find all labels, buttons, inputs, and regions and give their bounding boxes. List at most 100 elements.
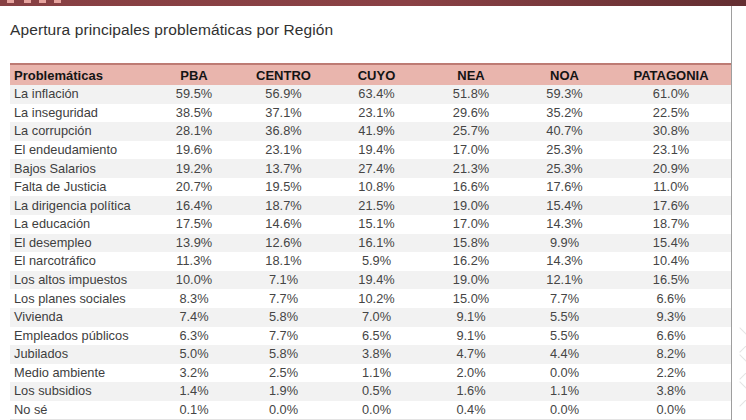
row-label: La inflación xyxy=(10,85,150,104)
column-header-pba: PBA xyxy=(150,64,238,85)
cell-value: 7.7% xyxy=(238,327,329,346)
cell-value: 41.9% xyxy=(329,122,424,141)
table-body: La inflación59.5%56.9%63.4%51.8%59.3%61.… xyxy=(10,85,731,420)
cell-value: 19.0% xyxy=(424,196,518,215)
cell-value: 16.1% xyxy=(329,234,424,253)
cell-value: 1.6% xyxy=(424,382,518,401)
row-label: La corrupción xyxy=(10,122,150,141)
top-bar-mark xyxy=(54,0,61,3)
cell-value: 6.5% xyxy=(329,327,424,346)
cell-value: 20.9% xyxy=(611,159,731,178)
cell-value: 0.1% xyxy=(150,401,238,420)
table-row: Medio ambiente3.2%2.5%1.1%2.0%0.0%2.2% xyxy=(10,364,731,383)
cell-value: 16.4% xyxy=(150,196,238,215)
cell-value: 7.0% xyxy=(329,308,424,327)
cell-value: 8.3% xyxy=(150,289,238,308)
cell-value: 25.3% xyxy=(518,141,611,160)
cell-value: 23.1% xyxy=(611,141,731,160)
cell-value: 56.9% xyxy=(238,85,329,104)
cell-value: 23.1% xyxy=(238,141,329,160)
row-label: Bajos Salarios xyxy=(10,159,150,178)
cell-value: 0.0% xyxy=(329,401,424,420)
cell-value: 17.0% xyxy=(424,141,518,160)
row-label: Vivienda xyxy=(10,308,150,327)
cell-value: 3.8% xyxy=(329,345,424,364)
column-header-noa: NOA xyxy=(518,64,611,85)
cell-value: 59.5% xyxy=(150,85,238,104)
cell-value: 3.2% xyxy=(150,364,238,383)
table-row: Bajos Salarios19.2%13.7%27.4%21.3%25.3%2… xyxy=(10,159,731,178)
cell-value: 23.1% xyxy=(329,104,424,123)
table-row: Los subsidios1.4%1.9%0.5%1.6%1.1%3.8% xyxy=(10,382,731,401)
cell-value: 4.4% xyxy=(518,345,611,364)
row-label: El narcotráfico xyxy=(10,252,150,271)
row-label: No sé xyxy=(10,401,150,420)
page-title: Apertura principales problemáticas por R… xyxy=(10,21,333,39)
cell-value: 2.5% xyxy=(238,364,329,383)
table-row: Los altos impuestos10.0%7.1%19.4%19.0%12… xyxy=(10,271,731,290)
cell-value: 25.7% xyxy=(424,122,518,141)
cell-value: 15.4% xyxy=(518,196,611,215)
table-row: La inseguridad38.5%37.1%23.1%29.6%35.2%2… xyxy=(10,104,731,123)
row-label: Los subsidios xyxy=(10,382,150,401)
cell-value: 1.9% xyxy=(238,382,329,401)
cell-value: 14.3% xyxy=(518,215,611,234)
cell-value: 19.4% xyxy=(329,271,424,290)
slide-content-area: Apertura principales problemáticas por R… xyxy=(0,6,732,420)
cell-value: 16.5% xyxy=(611,271,731,290)
cell-value: 21.5% xyxy=(329,196,424,215)
cell-value: 51.8% xyxy=(424,85,518,104)
cell-value: 9.1% xyxy=(424,327,518,346)
cell-value: 38.5% xyxy=(150,104,238,123)
cell-value: 0.4% xyxy=(424,401,518,420)
cell-value: 8.2% xyxy=(611,345,731,364)
cell-value: 9.9% xyxy=(518,234,611,253)
cell-value: 0.5% xyxy=(329,382,424,401)
cell-value: 15.4% xyxy=(611,234,731,253)
row-label: Jubilados xyxy=(10,345,150,364)
table-row: La corrupción28.1%36.8%41.9%25.7%40.7%30… xyxy=(10,122,731,141)
top-bar-mark xyxy=(24,0,31,3)
cell-value: 40.7% xyxy=(518,122,611,141)
cell-value: 63.4% xyxy=(329,85,424,104)
cell-value: 22.5% xyxy=(611,104,731,123)
cell-value: 0.0% xyxy=(518,401,611,420)
table-row: La dirigencia política16.4%18.7%21.5%19.… xyxy=(10,196,731,215)
table-row: Los planes sociales8.3%7.7%10.2%15.0%7.7… xyxy=(10,289,731,308)
column-header-centro: CENTRO xyxy=(238,64,329,85)
cell-value: 5.9% xyxy=(329,252,424,271)
cell-value: 15.1% xyxy=(329,215,424,234)
row-label: El desempleo xyxy=(10,234,150,253)
row-label: El endeudamiento xyxy=(10,141,150,160)
cell-value: 10.0% xyxy=(150,271,238,290)
cell-value: 11.0% xyxy=(611,178,731,197)
table-header-row: ProblemáticasPBACENTROCUYONEANOAPATAGONI… xyxy=(10,64,731,85)
cell-value: 61.0% xyxy=(611,85,731,104)
cell-value: 7.7% xyxy=(238,289,329,308)
table-row: Falta de Justicia20.7%19.5%10.8%16.6%17.… xyxy=(10,178,731,197)
cell-value: 19.0% xyxy=(424,271,518,290)
table-row: El endeudamiento19.6%23.1%19.4%17.0%25.3… xyxy=(10,141,731,160)
cell-value: 11.3% xyxy=(150,252,238,271)
cell-value: 14.6% xyxy=(238,215,329,234)
row-label: La dirigencia política xyxy=(10,196,150,215)
cell-value: 4.7% xyxy=(424,345,518,364)
row-label: Los planes sociales xyxy=(10,289,150,308)
problems-by-region-table: ProblemáticasPBACENTROCUYONEANOAPATAGONI… xyxy=(10,63,731,420)
cell-value: 1.1% xyxy=(518,382,611,401)
cell-value: 35.2% xyxy=(518,104,611,123)
cell-value: 17.6% xyxy=(611,196,731,215)
cell-value: 12.6% xyxy=(238,234,329,253)
row-label: Medio ambiente xyxy=(10,364,150,383)
table-row: La educación17.5%14.6%15.1%17.0%14.3%18.… xyxy=(10,215,731,234)
cell-value: 19.5% xyxy=(238,178,329,197)
cell-value: 10.2% xyxy=(329,289,424,308)
cell-value: 37.1% xyxy=(238,104,329,123)
cell-value: 16.2% xyxy=(424,252,518,271)
top-bar-mark xyxy=(39,0,46,3)
cell-value: 9.1% xyxy=(424,308,518,327)
cell-value: 0.0% xyxy=(611,401,731,420)
cell-value: 0.0% xyxy=(238,401,329,420)
cell-value: 15.0% xyxy=(424,289,518,308)
table-row: Jubilados5.0%5.8%3.8%4.7%4.4%8.2% xyxy=(10,345,731,364)
